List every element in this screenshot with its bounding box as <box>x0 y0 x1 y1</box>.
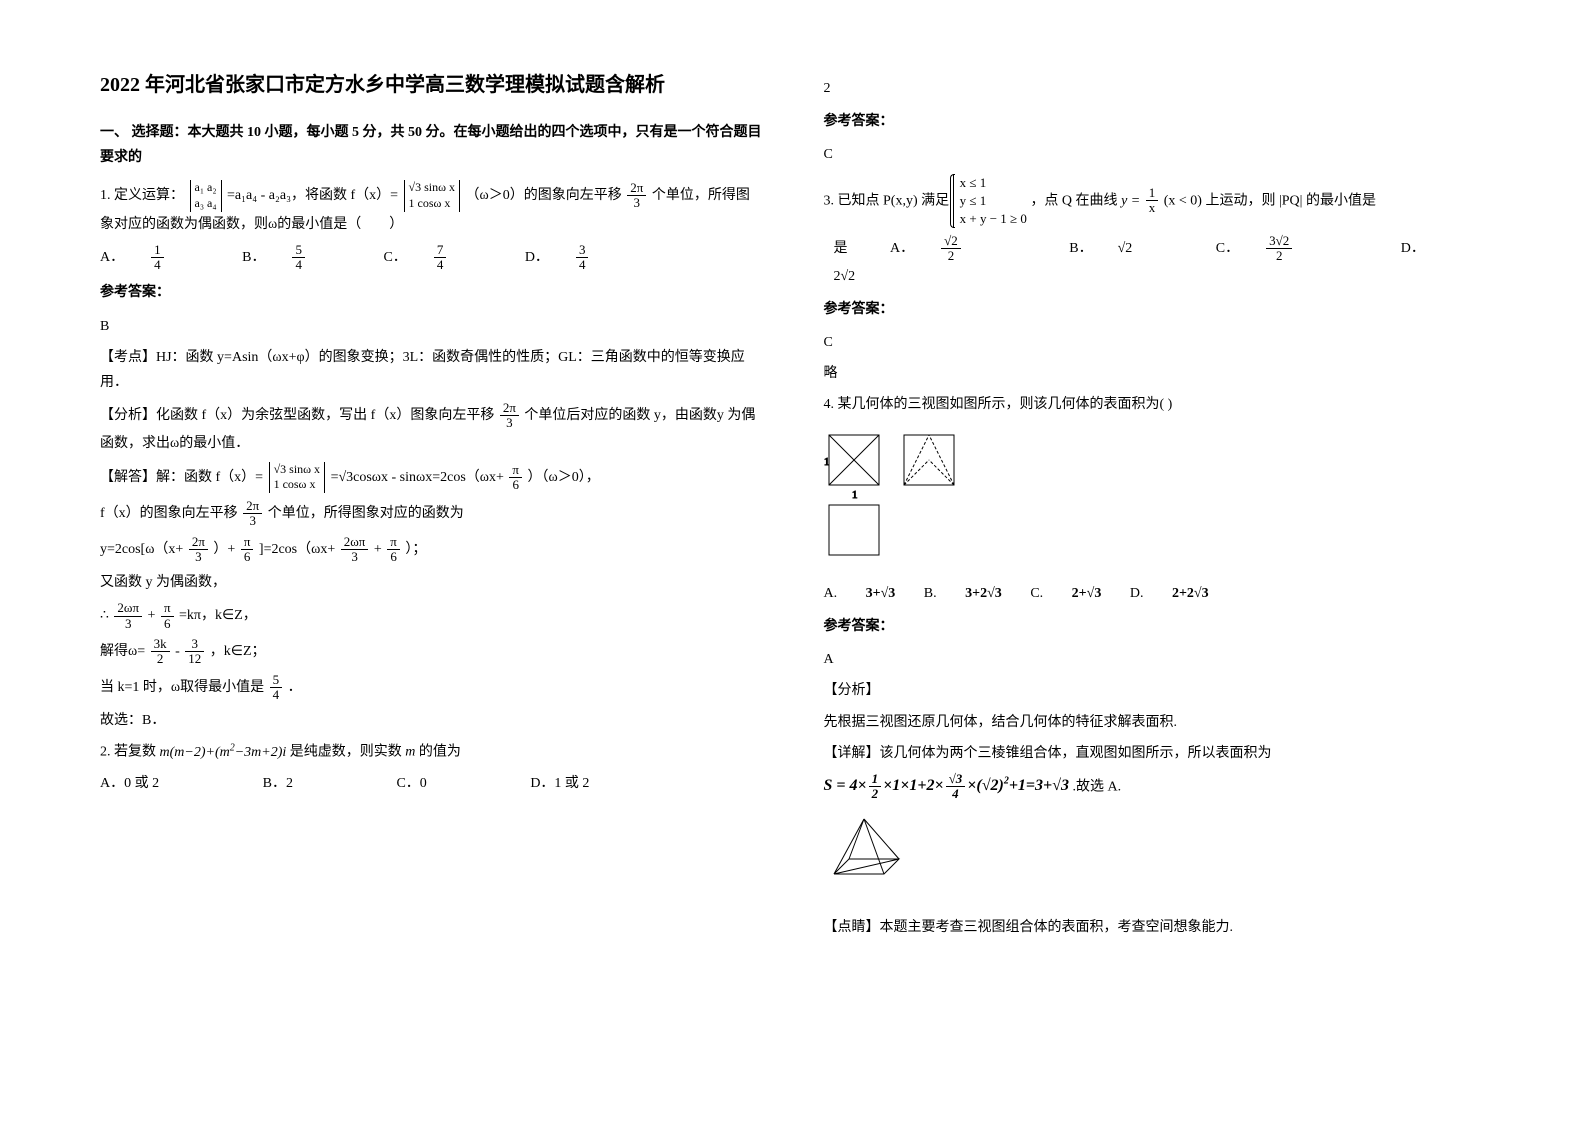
q3-brief: 略 <box>824 361 1488 386</box>
q1-optA: A．14 <box>100 250 214 265</box>
section-1-heading: 一、 选择题：本大题共 10 小题，每小题 5 分，共 50 分。在每小题给出的… <box>100 120 764 170</box>
q1-line4: 又函数 y 为偶函数， <box>100 570 764 595</box>
q4-text: 4. 某几何体的三视图如图所示，则该几何体的表面积为( ) <box>824 392 1488 417</box>
q1-optB: B．54 <box>242 250 355 265</box>
q1-line5: ∴ 2ωπ3 + π6 =kπ，k∈Z， <box>100 601 764 631</box>
q2-text: 2. 若复数 m(m−2)+(m2−3m+2)i 是纯虚数，则实数 m 的值为 <box>100 739 764 765</box>
q3-optB: B．√2 <box>1069 241 1157 256</box>
svg-text:1: 1 <box>852 489 858 501</box>
q1-mid2: （ω＞0）的图象向左平移 <box>466 188 626 203</box>
q1-fenxi: 【分析】化函数 f（x）为余弦型函数，写出 f（x）图象向左平移 2π3 个单位… <box>100 401 764 456</box>
q1-line8: 故选：B． <box>100 708 764 733</box>
q2-answer: C <box>824 142 1488 167</box>
q1-det2: √3 sinω x 1 cosω x <box>404 180 461 211</box>
q3-answer-label: 参考答案： <box>824 297 1488 322</box>
q4-optD: D. 2+2√3 <box>1130 586 1209 601</box>
q1-optC: C．74 <box>383 250 496 265</box>
q1-mid1: =a₁a₄ - a₂a₃，将函数 f（x）= <box>227 188 398 203</box>
left-column: 2022 年河北省张家口市定方水乡中学高三数学理模拟试题含解析 一、 选择题：本… <box>100 70 794 1092</box>
svg-text:1: 1 <box>824 456 830 468</box>
q4-optC: C. 2+√3 <box>1030 586 1101 601</box>
q2-options: A．0 或 2 B．2 C．0 D．1 或 2 <box>100 771 764 796</box>
q1-optD: D．34 <box>525 250 639 265</box>
q3-cases: x ≤ 1 y ≤ 1 x + y − 1 ≥ 0 <box>953 174 1027 229</box>
q4-optA: A. 3+√3 <box>824 586 896 601</box>
q2-answer-label: 参考答案： <box>824 109 1488 134</box>
q1-answer-label: 参考答案： <box>100 280 764 305</box>
q2-optC: C．0 <box>396 776 426 791</box>
doc-title: 2022 年河北省张家口市定方水乡中学高三数学理模拟试题含解析 <box>100 70 764 100</box>
q1-prefix: 1. 定义运算： <box>100 188 184 203</box>
q4-three-view: 1 1 <box>824 430 1004 560</box>
q1-options: A．14 B．54 C．74 D．34 <box>100 243 764 273</box>
q4-solid-view <box>824 814 914 894</box>
q3-answer: C <box>824 330 1488 355</box>
q1-line7: 当 k=1 时，ω取得最小值是 54 ． <box>100 673 764 703</box>
q1-frac1: 2π3 <box>627 181 646 211</box>
q1-line2: f（x）的图象向左平移 2π3 个单位，所得图象对应的函数为 <box>100 499 764 529</box>
q4-xiangjie: 【详解】该几何体为两个三棱锥组合体，直观图如图所示，所以表面积为 <box>824 741 1488 766</box>
q3: 3. 已知点 P(x,y) 满足 x ≤ 1 y ≤ 1 x + y − 1 ≥… <box>824 174 1488 229</box>
q4-fenxi-body: 先根据三视图还原几何体，结合几何体的特征求解表面积. <box>824 710 1488 735</box>
q4-fenxi: 【分析】 <box>824 678 1488 703</box>
q2-optA: A．0 或 2 <box>100 776 159 791</box>
q1-jieda: 【解答】解：函数 f（x）= √3 sinω x1 cosω x =√3cosω… <box>100 462 764 493</box>
q4-answer-label: 参考答案： <box>824 614 1488 639</box>
q1-line6: 解得ω= 3k2 - 312 ，k∈Z； <box>100 637 764 667</box>
q4-answer: A <box>824 647 1488 672</box>
q1-line3: y=2cos[ω（x+ 2π3 ）+ π6 ]=2cos（ωx+ 2ωπ3 + … <box>100 535 764 565</box>
q1-det1: a₁ a₂ a₃ a₄ <box>190 180 222 211</box>
q2-optD-cont: 2 <box>824 76 1488 101</box>
right-column: 2 参考答案： C 3. 已知点 P(x,y) 满足 x ≤ 1 y ≤ 1 x… <box>794 70 1488 1092</box>
q3-options: 是 A．√22 B．√2 C．3√22 D．2√2 <box>834 234 1488 289</box>
q1-answer: B <box>100 314 764 339</box>
q2-optD: D．1 或 2 <box>530 776 589 791</box>
q3-optA: A．√22 <box>890 241 1011 256</box>
q3-optC: C．3√22 <box>1216 241 1342 256</box>
q4-options: A. 3+√3 B. 3+2√3 C. 2+√3 D. 2+2√3 <box>824 581 1488 606</box>
q4-surface: S = 4×12×1×1+2×√34×(√2)2+1=3+√3 .故选 A. <box>824 772 1488 802</box>
q2-optB: B．2 <box>263 776 293 791</box>
q1: 1. 定义运算： a₁ a₂ a₃ a₄ =a₁a₄ - a₂a₃，将函数 f（… <box>100 180 764 236</box>
q1-kaodian: 【考点】HJ：函数 y=Asin（ωx+φ）的图象变换；3L：函数奇偶性的性质；… <box>100 345 764 395</box>
q4-optB: B. 3+2√3 <box>924 586 1002 601</box>
q4-dianjing: 【点睛】本题主要考查三视图组合体的表面积，考查空间想象能力. <box>824 915 1488 940</box>
